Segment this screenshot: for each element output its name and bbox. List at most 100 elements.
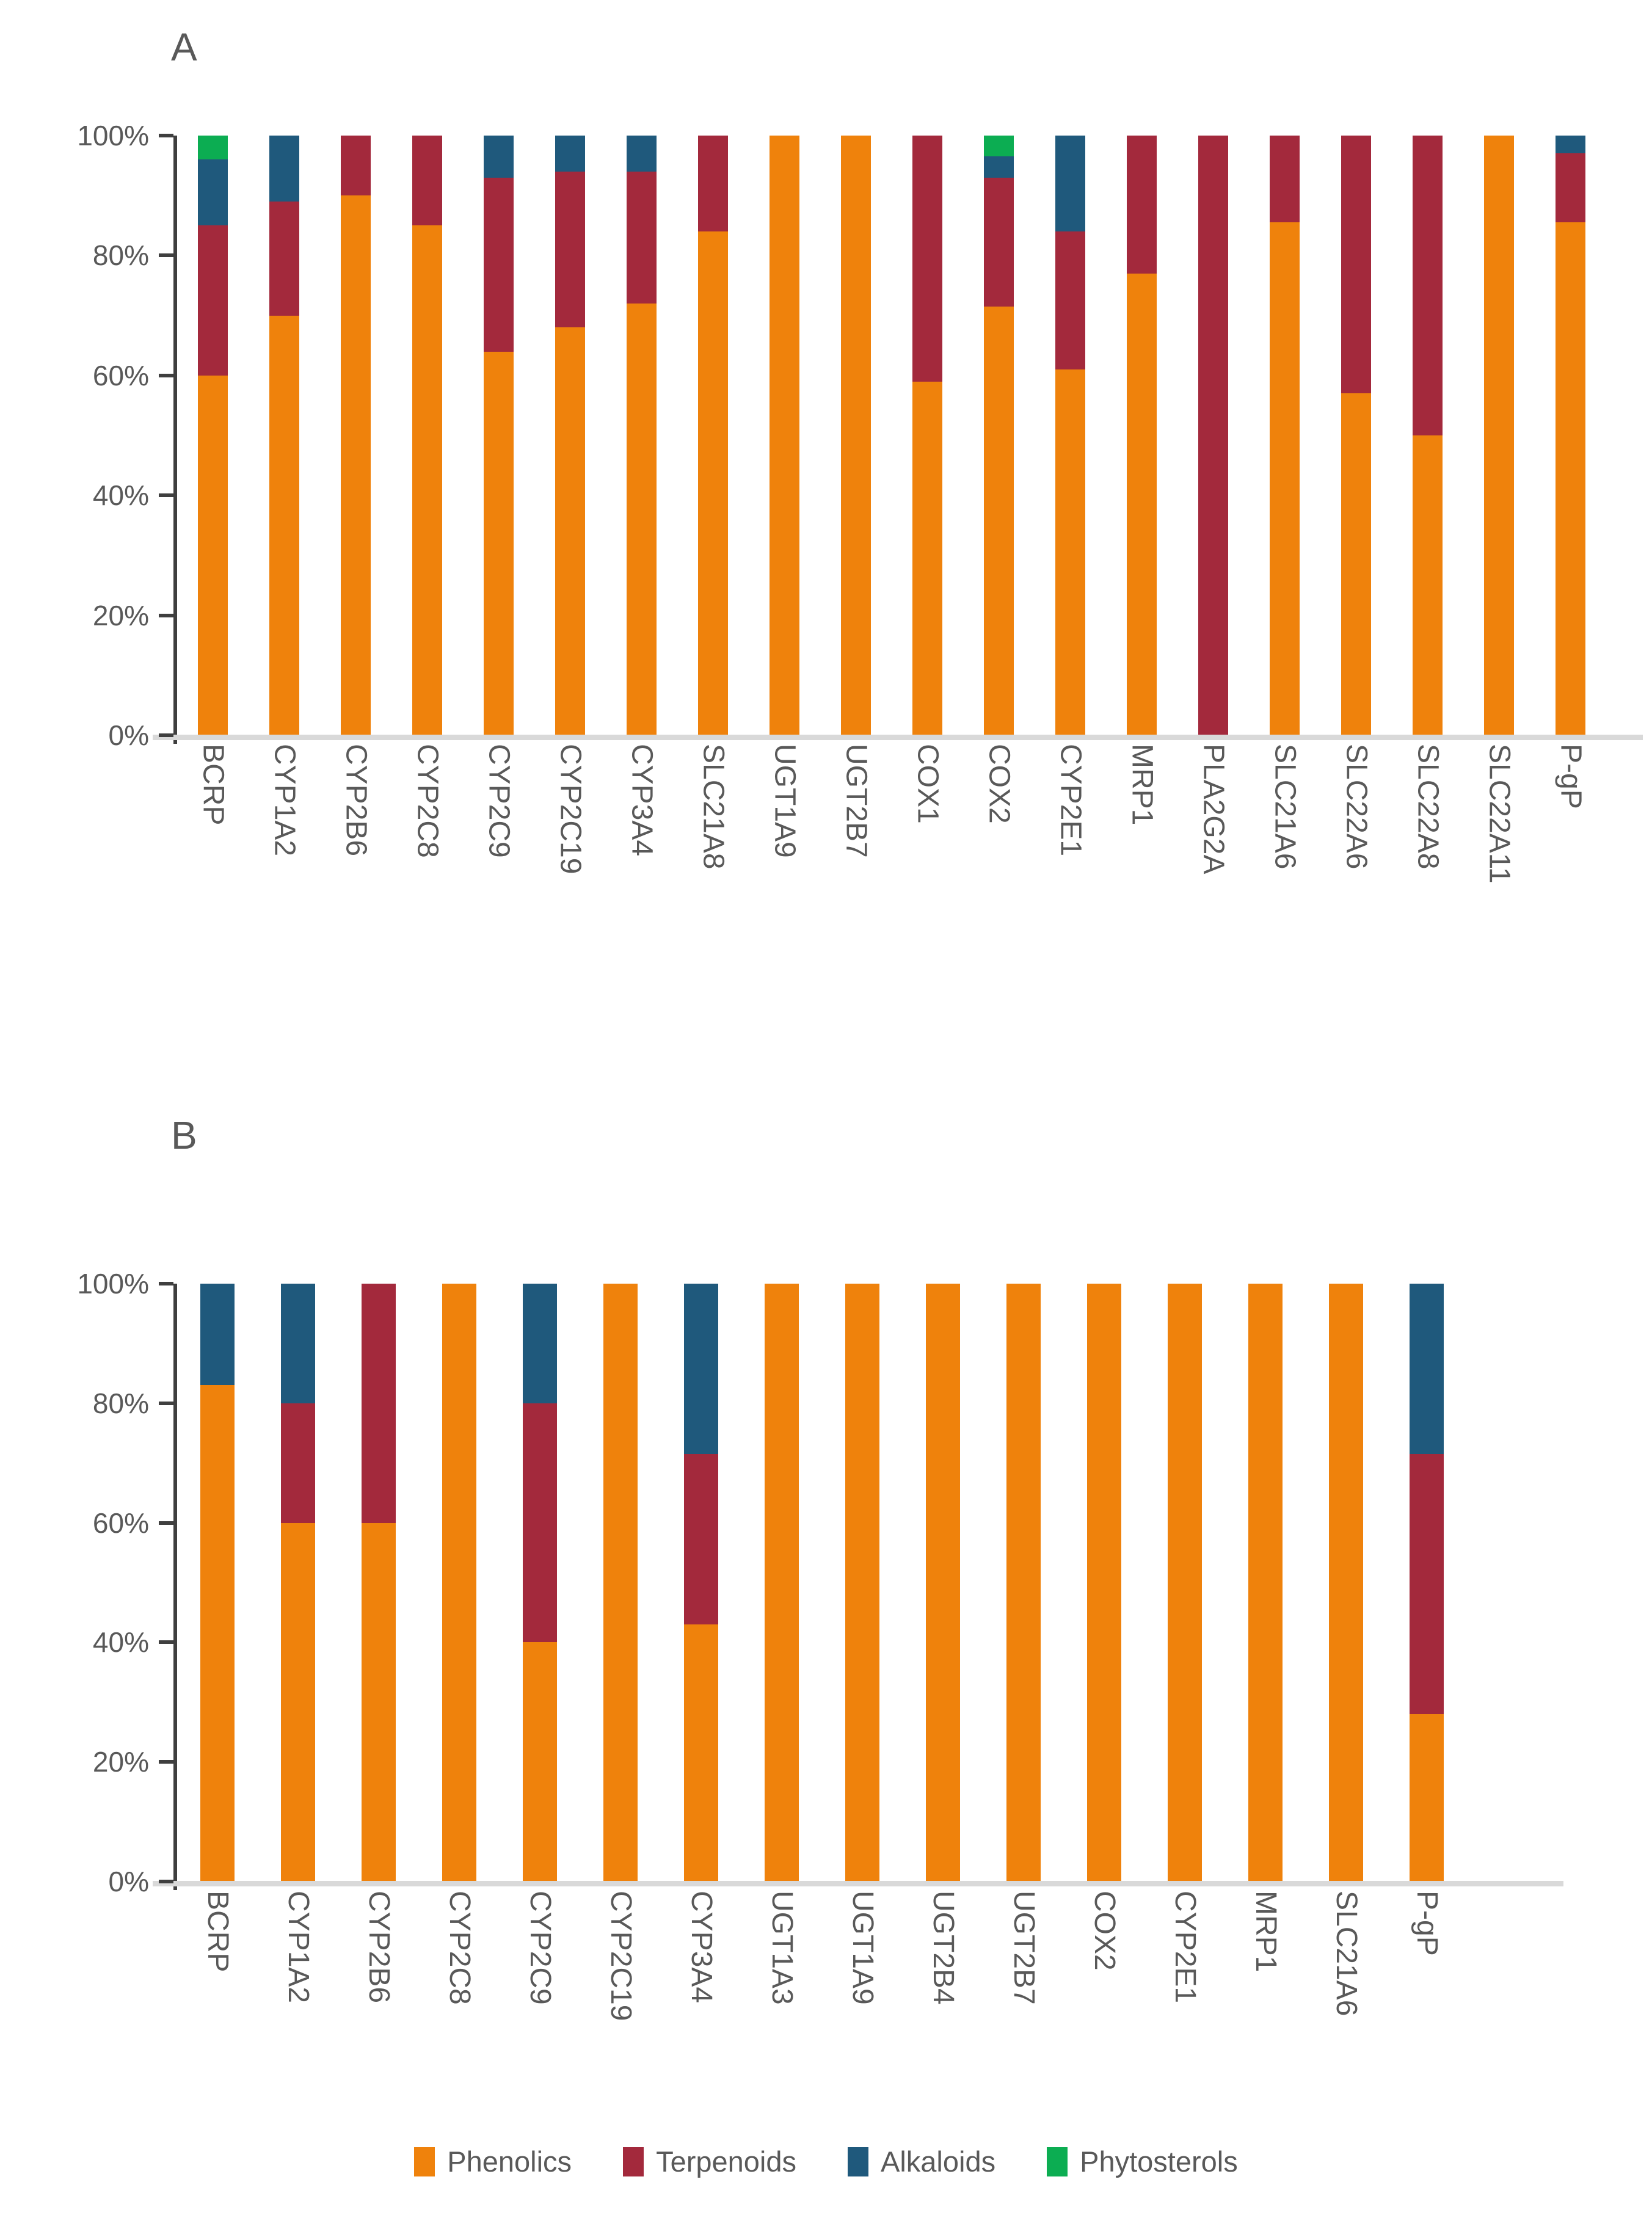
panel-b-ytick-mark (159, 1401, 173, 1405)
panel-a-ytick-label: 0% (108, 719, 149, 751)
panel-b-xlabel-slot: CYP2C8 (419, 1891, 500, 2153)
panel-a-bar-PLA2G2A (1198, 136, 1229, 735)
panel-a-segment-BCRP-phenolics (197, 375, 228, 735)
panel-a-segment-SLC21A8-phenolics (697, 231, 729, 735)
panel-a-bar-slot-SLC22A8 (1392, 136, 1463, 735)
panel-b-segment-BCRP-phenolics (200, 1385, 235, 1882)
panel-b-xlabel-CYP3A4: CYP3A4 (685, 1891, 718, 2004)
panel-a-ytick-mark (159, 373, 173, 377)
panel-b-bar-CYP3A4 (684, 1284, 718, 1882)
panel-b-xlabel-BCRP: BCRP (202, 1891, 234, 1973)
panel-b-bar-BCRP (200, 1284, 235, 1882)
panel-a-bar-slot-CYP2B6 (320, 136, 391, 735)
panel-a-segment-CYP3A4-alkaloids (626, 136, 657, 172)
panel-b-bar-CYP2B6 (362, 1284, 396, 1882)
panel-b-segment-CYP2C9-phenolics (523, 1642, 557, 1882)
panel-a-xlabel-P-gP: P-gP (1554, 744, 1587, 809)
panel-a-xlabel-slot: CYP2B6 (320, 744, 391, 1006)
panel-a-segment-CYP2E1-phenolics (1055, 369, 1086, 735)
panel-b-bar-slot-MRP1 (1225, 1284, 1306, 1882)
panel-a-bar-CYP3A4 (626, 136, 657, 735)
panel-a-segment-SLC21A6-terpenoids (1269, 136, 1300, 223)
panel-b-segment-P-gP-alkaloids (1410, 1284, 1444, 1455)
panel-b-segment-CYP1A2-terpenoids (281, 1403, 315, 1523)
panel-a-bar-slot-CYP2C19 (534, 136, 606, 735)
panel-a-segment-SLC21A6-phenolics (1269, 222, 1300, 735)
panel-b-x-baseline (153, 1881, 1563, 1886)
legend-label-terpenoids: Terpenoids (656, 2145, 796, 2178)
panel-b-bar-SLC21A6 (1329, 1284, 1363, 1882)
panel-b-bar-slot-BCRP (177, 1284, 258, 1882)
panel-b-ytick-mark (159, 1282, 173, 1285)
panel-a-segment-CYP2C19-alkaloids (555, 136, 586, 172)
panel-a-xlabel-slot: CYP2C9 (463, 744, 534, 1006)
panel-a-ytick-mark (159, 733, 173, 737)
panel-a-xlabel-BCRP: BCRP (197, 744, 230, 826)
panel-b-bars (177, 1284, 1467, 1882)
panel-a-ytick-label: 40% (92, 479, 149, 512)
panel-b-bar-slot-SLC21A6 (1306, 1284, 1386, 1882)
panel-a-bar-slot-SLC22A11 (1463, 136, 1535, 735)
panel-b-segment-UGT2B7-phenolics (1006, 1284, 1041, 1882)
panel-a-title: A (171, 25, 197, 69)
panel-a-xlabel-SLC22A6: SLC22A6 (1340, 744, 1373, 870)
panel-a-xlabel-COX2: COX2 (983, 744, 1016, 824)
panel-b-ytick-mark (159, 1880, 173, 1883)
panel-a-segment-CYP2C19-phenolics (555, 327, 586, 735)
panel-a-xlabel-slot: MRP1 (1106, 744, 1177, 1006)
panel-b-bar-CYP2C19 (603, 1284, 638, 1882)
panel-b-segment-CYP3A4-phenolics (684, 1624, 718, 1882)
panel-b-bar-UGT2B7 (1006, 1284, 1041, 1882)
panel-a-xlabel-UGT1A9: UGT1A9 (768, 744, 801, 858)
panel-a-segment-P-gP-alkaloids (1555, 136, 1586, 154)
panel-a-segment-MRP1-phenolics (1126, 273, 1157, 735)
panel-b-ytick-label: 40% (92, 1626, 149, 1659)
panel-b-xlabel-UGT2B7: UGT2B7 (1008, 1891, 1040, 2005)
panel-b-ytick-mark (159, 1640, 173, 1645)
panel-a-segment-BCRP-alkaloids (197, 159, 228, 226)
panel-a-bar-slot-CYP2E1 (1035, 136, 1106, 735)
panel-b-bar-CYP1A2 (281, 1284, 315, 1882)
panel-a-bar-slot-PLA2G2A (1177, 136, 1249, 735)
panel-a-xlabel-SLC22A8: SLC22A8 (1411, 744, 1444, 870)
panel-a-ytick-label: 100% (77, 120, 149, 151)
panel-a-bar-slot-SLC21A8 (677, 136, 749, 735)
panel-b-xlabel-slot: CYP1A2 (258, 1891, 338, 2153)
legend-swatch-phytosterols (1047, 2147, 1068, 2176)
panel-a-segment-CYP1A2-alkaloids (269, 136, 300, 202)
panel-b-xlabel-slot: CYP2B6 (338, 1891, 419, 2153)
panel-a-bar-slot-CYP2C8 (391, 136, 463, 735)
panel-a-bar-UGT1A9 (769, 136, 800, 735)
panel-a-segment-CYP2E1-alkaloids (1055, 136, 1086, 232)
panel-a-segment-P-gP-terpenoids (1555, 153, 1586, 223)
panel-a-bar-SLC22A6 (1341, 136, 1372, 735)
panel-b-xlabel-slot: UGT2B4 (903, 1891, 983, 2153)
panel-b-bar-slot-UGT1A3 (741, 1284, 822, 1882)
panel-b-ytick-label: 100% (77, 1268, 149, 1300)
panel-a-segment-UGT2B7-phenolics (840, 136, 871, 735)
panel-b-xlabel-slot: UGT1A3 (741, 1891, 822, 2153)
panel-a-segment-COX2-alkaloids (983, 156, 1014, 178)
panel-b-ytick-mark (159, 1521, 173, 1525)
panel-b-xlabel-slot: CYP2C19 (580, 1891, 661, 2153)
panel-b-plot-area: 100% 80% 60% 40% 20% 0% (77, 1270, 1563, 1896)
legend: Phenolics Terpenoids Alkaloids Phytosterols (0, 2147, 1652, 2176)
panel-b-bar-CYP2E1 (1168, 1284, 1202, 1882)
panel-b-bar-slot-CYP2B6 (338, 1284, 419, 1882)
panel-b-xlabel-slot: BCRP (177, 1891, 258, 2153)
panel-a-bar-SLC21A8 (697, 136, 729, 735)
panel-b-segment-CYP1A2-phenolics (281, 1522, 315, 1882)
panel-b-bar-CYP2C8 (442, 1284, 476, 1882)
panel-b-bar-slot-CYP2C8 (419, 1284, 500, 1882)
panel-a-segment-COX1-terpenoids (912, 136, 943, 382)
panel-a-x-baseline (153, 735, 1643, 740)
legend-swatch-terpenoids (623, 2147, 644, 2176)
panel-b-bar-slot-UGT2B4 (903, 1284, 983, 1882)
panel-a-ytick-mark (159, 253, 173, 258)
panel-a-segment-MRP1-terpenoids (1126, 136, 1157, 274)
panel-a-bar-slot-P-gP (1535, 136, 1606, 735)
panel-b-xlabel-slot: CYP2E1 (1144, 1891, 1225, 2153)
panel-b-bar-slot-CYP2C19 (580, 1284, 661, 1882)
panel-a-segment-CYP2B6-terpenoids (340, 136, 371, 196)
panel-a-segment-SLC22A6-terpenoids (1341, 136, 1372, 394)
